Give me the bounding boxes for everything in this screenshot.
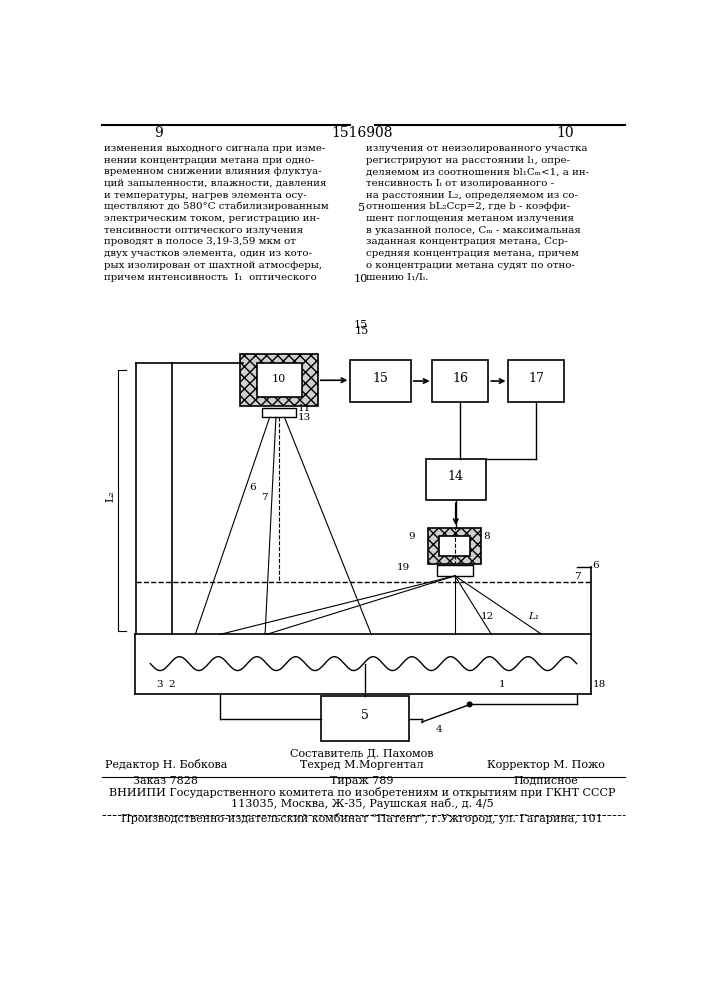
Text: 6: 6: [249, 483, 256, 492]
Text: изменения выходного сигнала при изме-: изменения выходного сигнала при изме-: [104, 144, 325, 153]
Text: 10: 10: [272, 374, 286, 384]
Text: электрическим током, регистрацию ин-: электрическим током, регистрацию ин-: [104, 214, 320, 223]
Text: 13: 13: [298, 413, 311, 422]
Text: 14: 14: [448, 470, 464, 483]
Bar: [240, 354, 317, 406]
Text: 10: 10: [354, 274, 368, 284]
Text: временном снижении влияния флуктуа-: временном снижении влияния флуктуа-: [104, 167, 322, 176]
Text: ций запыленности, влажности, давления: ций запыленности, влажности, давления: [104, 179, 326, 188]
Text: 16: 16: [452, 372, 468, 385]
Text: 7: 7: [262, 493, 268, 502]
Bar: [257, 363, 301, 397]
Text: рых изолирован от шахтной атмосферы,: рых изолирован от шахтной атмосферы,: [104, 261, 322, 270]
Text: излучения от неизолированного участка: излучения от неизолированного участка: [366, 144, 588, 153]
Text: Подписное: Подписное: [513, 776, 578, 786]
Text: 15: 15: [373, 372, 388, 385]
Text: Редактор Н. Бобкова: Редактор Н. Бобкова: [105, 759, 227, 770]
Text: 10: 10: [556, 126, 574, 140]
Text: Составитель Д. Пахомов: Составитель Д. Пахомов: [290, 748, 433, 758]
Text: отношения bL₂Cср=2, где b - коэффи-: отношения bL₂Cср=2, где b - коэффи-: [366, 202, 570, 211]
Text: Производственно-издательский комбинат "Патент", г.Ужгород, ул. Гагарина, 101: Производственно-издательский комбинат "П…: [121, 813, 603, 824]
Text: причем интенсивность  I₁  оптического: причем интенсивность I₁ оптического: [104, 273, 317, 282]
Text: проводят в полосе 3,19-3,59 мкм от: проводят в полосе 3,19-3,59 мкм от: [104, 237, 296, 246]
Text: 15: 15: [355, 326, 369, 336]
Text: 17: 17: [528, 372, 544, 385]
Text: Техред М.Моргентал: Техред М.Моргентал: [300, 760, 423, 770]
Text: ВНИИПИ Государственного комитета по изобретениям и открытиям при ГКНТ СССР: ВНИИПИ Государственного комитета по изоб…: [109, 787, 615, 798]
Text: 12: 12: [481, 612, 493, 621]
Text: 113035, Москва, Ж-35, Раушская наб., д. 4/5: 113035, Москва, Ж-35, Раушская наб., д. …: [230, 798, 493, 809]
Text: 9: 9: [153, 126, 163, 140]
Text: на расстоянии L₂, определяемом из со-: на расстоянии L₂, определяемом из со-: [366, 191, 578, 200]
Text: 19: 19: [397, 563, 410, 572]
Text: 2: 2: [168, 680, 175, 689]
Bar: [262, 408, 296, 417]
Text: в указанной полосе, Сₘ - максимальная: в указанной полосе, Сₘ - максимальная: [366, 226, 580, 235]
Text: 7: 7: [574, 572, 581, 581]
Text: тенсивность Iᵢ от изолированного -: тенсивность Iᵢ от изолированного -: [366, 179, 554, 188]
Bar: [426, 459, 486, 500]
Text: Корректор М. Пожо: Корректор М. Пожо: [486, 760, 604, 770]
Text: заданная концентрация метана, Сср-: заданная концентрация метана, Сср-: [366, 237, 568, 246]
Text: деляемом из соотношения bl₁Cₘ<1, а ин-: деляемом из соотношения bl₁Cₘ<1, а ин-: [366, 167, 589, 176]
Text: и температуры, нагрев элемента осу-: и температуры, нагрев элемента осу-: [104, 191, 307, 200]
Text: 4: 4: [436, 725, 442, 734]
Text: ществляют до 580°С стабилизированным: ществляют до 580°С стабилизированным: [104, 202, 329, 211]
Text: 5: 5: [361, 709, 369, 722]
Text: 11: 11: [298, 404, 311, 413]
Text: средняя концентрация метана, причем: средняя концентрация метана, причем: [366, 249, 579, 258]
Text: 8: 8: [483, 532, 489, 541]
Text: нении концентрации метана при одно-: нении концентрации метана при одно-: [104, 156, 314, 165]
Text: двух участков элемента, один из кото-: двух участков элемента, один из кото-: [104, 249, 312, 258]
Bar: [438, 536, 469, 556]
Text: 18: 18: [593, 680, 606, 689]
Text: регистрируют на расстоянии l₁, опре-: регистрируют на расстоянии l₁, опре-: [366, 156, 570, 165]
Bar: [428, 528, 481, 564]
Text: Заказ 7828: Заказ 7828: [134, 776, 199, 786]
Bar: [351, 360, 411, 402]
Text: L₁: L₁: [528, 612, 539, 621]
Text: 1516908: 1516908: [331, 126, 392, 140]
Circle shape: [467, 702, 472, 707]
Text: 15: 15: [354, 320, 368, 330]
Bar: [433, 360, 489, 402]
Bar: [321, 696, 409, 741]
Text: Тираж 789: Тираж 789: [330, 776, 394, 786]
Bar: [508, 360, 564, 402]
Text: шент поглощения метаном излучения: шент поглощения метаном излучения: [366, 214, 574, 223]
Text: 9: 9: [409, 532, 416, 541]
Bar: [437, 565, 473, 576]
Text: о концентрации метана судят по отно-: о концентрации метана судят по отно-: [366, 261, 575, 270]
Text: тенсивности оптического излучения: тенсивности оптического излучения: [104, 226, 303, 235]
Text: шению I₁/Iᵢ.: шению I₁/Iᵢ.: [366, 273, 428, 282]
Text: 3: 3: [156, 680, 163, 689]
Text: 1: 1: [499, 680, 506, 689]
Text: L₂: L₂: [105, 491, 115, 502]
Text: 6: 6: [592, 561, 599, 570]
Text: 5: 5: [358, 203, 365, 213]
